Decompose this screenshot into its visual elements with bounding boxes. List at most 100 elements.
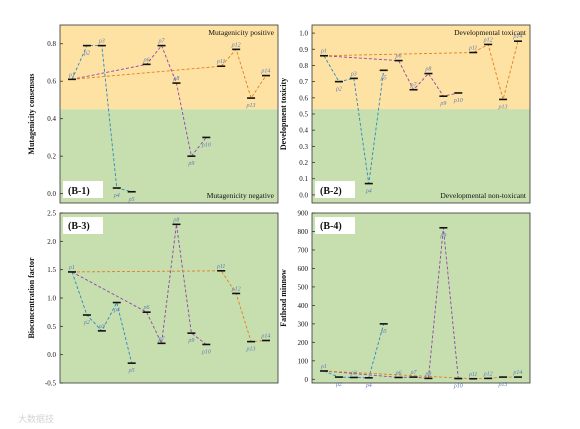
point-label: ρ9 [439,233,446,239]
point-label: ρ7 [158,39,166,45]
plot-frame [311,212,531,384]
y-axis-label: Mutagenicity consensus [27,73,36,154]
chart-panel-1: 0.0 0.2 0.4 0.6 0.8 Mutagenicity consensus (B-… [27,24,279,204]
y-tick-label: 200 [298,339,309,347]
chart-panel-3: -0.5 0.0 0.5 1.0 1.5 2.0 2.5 Bioconcentration f… [27,210,279,388]
series-line-2 [323,55,459,97]
panel-label-bg [315,217,355,234]
y-tick-label: 0.2 [47,153,56,161]
y-tick-label: 100 [298,357,309,365]
point-label: ρ9 [187,338,194,344]
y-tick-label: 500 [298,283,309,291]
y-tick-label: 0.0 [47,190,56,198]
point-label: ρ2 [83,51,90,57]
y-tick-label: 600 [298,265,309,273]
point-label: ρ5 [128,368,135,374]
point-label: ρ3 [350,370,357,376]
point-label: ρ4 [113,307,120,314]
y-tick-label: 0.0 [47,351,56,359]
y-tick-label: 0.8 [47,40,56,48]
y-tick-label: 0.5 [47,323,56,331]
y-tick-label: 0.2 [299,159,308,167]
point-label: ρ4 [365,188,372,195]
point-label: ρ11 [468,372,477,378]
y-tick-label: 400 [298,302,309,310]
point-label: ρ12 [231,286,241,292]
y-tick-label: 0.3 [299,143,308,151]
y-tick-label: 0.1 [299,175,308,183]
point-label: ρ10 [201,349,211,355]
y-tick-label: 300 [298,320,309,328]
y-tick-label: 0 [305,376,309,384]
panel-label: (B-4) [320,221,342,232]
point-label: ρ2 [335,87,342,93]
chart-panel-4: 0 100 200 300 400 500 600 700 800 900 Fathead minn… [279,210,531,390]
point-label: ρ6 [143,305,150,311]
positive-region [60,25,278,110]
y-tick-label: 0.7 [299,78,308,86]
point-label: ρ8 [425,67,432,73]
y-tick-label: 700 [298,246,309,254]
region-label-lower: Developmental non-toxicant [440,191,527,200]
point-label: ρ4 [365,382,372,389]
point-label: ρ12 [231,42,241,48]
positive-region [312,25,530,110]
point-label: ρ2 [83,320,90,326]
y-tick-label: 0.5 [299,111,308,119]
point-label: ρ12 [483,371,493,377]
point-label: ρ14 [513,369,523,376]
point-label: ρ5 [128,197,135,203]
point-label: ρ12 [483,37,493,43]
panel-label: (B-2) [320,186,342,197]
plot-background [60,213,278,383]
point-label: ρ8 [173,217,180,223]
y-tick-label: 2.5 [47,210,56,218]
y-tick-label: 800 [298,228,309,236]
point-label: ρ7 [410,370,418,376]
point-label: ρ6 [143,57,150,63]
y-tick-label: 1.5 [47,266,56,274]
point-label: ρ9 [187,161,194,167]
region-label-lower: Mutagenicity negative [207,191,275,200]
point-label: ρ11 [216,59,225,65]
point-label: ρ13 [246,347,256,353]
point-label: ρ1 [320,364,327,370]
y-tick-label: 0.4 [299,127,308,135]
point-label: ρ13 [246,103,256,109]
point-label: ρ10 [453,384,463,390]
series-line-2 [71,224,207,345]
point-label: ρ14 [261,68,271,75]
panel-label-bg [63,181,103,198]
y-tick-label: 0.4 [47,115,56,123]
point-label: ρ6 [395,370,402,376]
point-label: ρ9 [439,101,446,107]
point-label: ρ14 [261,333,271,340]
y-axis-label: Fathead minnow [279,269,288,327]
point-label: ρ1 [68,72,75,78]
point-label: ρ10 [201,142,211,148]
point-label: ρ8 [173,76,180,82]
y-tick-label: 900 [298,210,309,218]
point-label: ρ14 [513,33,523,40]
point-label: ρ7 [158,336,166,342]
point-label: ρ5 [380,329,387,335]
series-line-2 [323,227,459,379]
panel-label-bg [315,181,355,198]
point-label: ρ3 [98,39,105,45]
point-label: ρ5 [380,75,387,81]
point-label: ρ13 [498,382,508,388]
y-axis-label: Development toxicity [279,78,288,150]
point-label: ρ4 [113,192,120,199]
y-tick-label: 0.0 [299,191,308,199]
point-label: ρ3 [350,71,357,77]
y-tick-label: 1.0 [47,295,56,303]
plot-background [312,213,530,383]
point-label: ρ8 [425,371,432,377]
y-tick-label: -0.5 [45,380,57,388]
region-label-upper: Developmental toxicant [454,28,527,37]
y-tick-label: 0.6 [299,94,308,102]
point-label: ρ11 [216,264,225,270]
y-tick-label: 0.9 [299,46,308,54]
point-label: ρ1 [320,49,327,55]
